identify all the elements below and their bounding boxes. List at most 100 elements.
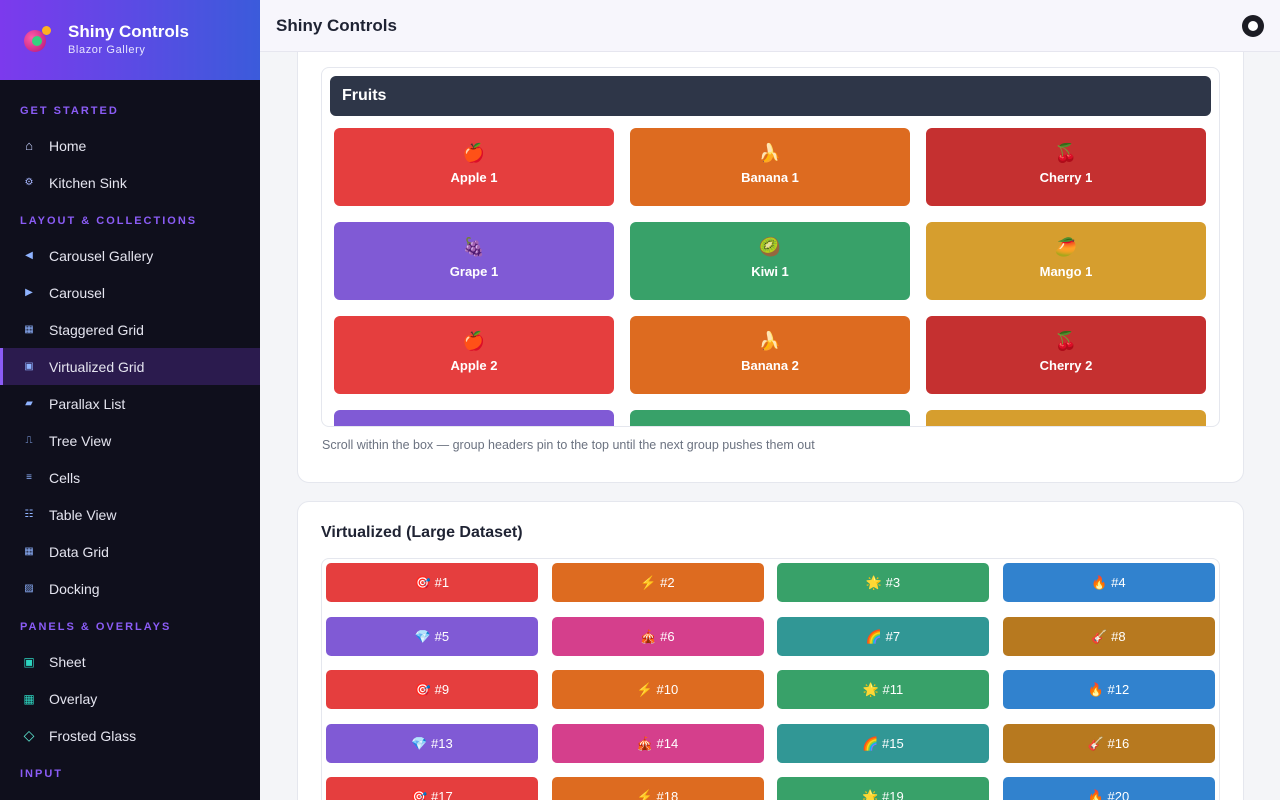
sidebar-item-data-grid[interactable]: ▦ Data Grid [0,533,260,570]
sidebar-item-carousel[interactable]: ▶ Carousel [0,274,260,311]
fruit-tile[interactable]: 🍌 Banana 2 [630,316,910,394]
fruit-emoji: 🍎 [462,331,486,351]
sidebar-item-tree-view[interactable]: ⎍ Tree View [0,422,260,459]
grid-item[interactable]: 🌟 #11 [777,670,989,709]
grid-item[interactable]: 💎 #5 [326,616,538,656]
sidebar-item-label: Carousel [49,284,106,301]
fruit-tile[interactable] [334,410,614,426]
sidebar-section-get-started: GET STARTED [20,105,119,117]
overlay-icon: ▦ [23,691,35,706]
lines-icon: ≡ [26,472,32,483]
github-icon[interactable] [1242,14,1264,37]
grid-item[interactable]: ⚡ #2 [551,563,764,602]
triangle-right-icon: ▶ [25,287,33,298]
fruit-label: Cherry 2 [1039,358,1093,373]
sidebar-section-input: INPUT [20,768,63,780]
grid-item[interactable]: 🌈 #15 [777,723,989,763]
sidebar-item-table-view[interactable]: ☷ Table View [0,496,260,533]
sidebar-item-label: Sheet [49,653,86,670]
fruit-tile[interactable]: 🍎 Apple 1 [334,128,614,206]
fruit-tile[interactable]: 🍎 Apple 2 [334,316,614,394]
fruit-label: Apple 2 [450,358,498,373]
parallelogram-icon: ▰ [25,398,33,409]
grid-item[interactable]: 🌟 #19 [777,777,989,800]
sidebar-item-home[interactable]: ⌂ Home [0,127,260,164]
sidebar-item-staggered-grid[interactable]: ▦ Staggered Grid [0,311,260,348]
sidebar-section-layout-collections: LAYOUT & COLLECTIONS [20,215,198,227]
grid-item[interactable]: 🎪 #14 [551,723,764,763]
grid-item[interactable]: 🔥 #12 [1002,670,1215,709]
sidebar-item-frosted-glass[interactable]: ◇ Frosted Glass [0,717,260,754]
grid-item[interactable]: 🔥 #4 [1002,563,1215,602]
fruit-tile[interactable] [630,410,910,426]
sidebar-item-label: Table View [49,506,117,523]
grid-item[interactable]: 🎯 #17 [326,777,538,800]
sidebar-item-label: Tree View [49,432,112,449]
home-icon: ⌂ [25,138,33,153]
fruit-tile[interactable]: 🍌 Banana 1 [630,128,910,206]
grid-item[interactable]: ⚡ #18 [551,777,764,800]
sidebar-item-virtualized-grid[interactable]: ▣ Virtualized Grid [0,348,260,385]
grid-icon: ▦ [24,324,34,335]
fruit-emoji: 🍒 [1054,143,1078,163]
fruit-label: Cherry 1 [1039,170,1093,185]
fruit-label: Banana 1 [741,170,799,185]
sidebar-item-label: Carousel Gallery [49,247,154,264]
grouped-grid-card: 🍒 Cherry 2 🍌 Banana 2 🍎 Apple 2 🥭 Mango 1 🥝 Kiwi … [297,52,1244,483]
fruit-label: Mango 1 [1039,264,1093,279]
sidebar-item-docking[interactable]: ▨ Docking [0,570,260,607]
sidebar-item-label: Cells [49,469,81,486]
sidebar-item-label: Home [49,137,87,154]
fruit-emoji: 🥭 [1054,237,1078,257]
fruit-label: Apple 1 [450,170,498,185]
sidebar-item-label: Docking [49,580,100,597]
sidebar-item-carousel-gallery[interactable]: ◀ Carousel Gallery [0,237,260,274]
fruit-label: Banana 2 [741,358,799,373]
sidebar-item-label: Data Grid [49,543,109,560]
page-title: Shiny Controls [276,15,397,35]
grid-item[interactable]: 🎪 #6 [551,616,764,656]
fruit-emoji: 🍒 [1054,331,1078,351]
fruit-tile[interactable]: 🍇 Grape 1 [334,222,614,300]
grid-item[interactable]: 🎯 #9 [326,670,538,709]
grid-item[interactable]: ⚡ #10 [551,670,764,709]
sidebar-item-label: Overlay [49,690,98,707]
gear-icon: ⚙ [24,177,34,188]
section-title: Virtualized (Large Dataset) [321,524,523,541]
grid-item[interactable]: 💎 #13 [326,723,538,763]
sidebar-item-parallax-list[interactable]: ▰ Parallax List [0,385,260,422]
grid-item[interactable]: 🎯 #1 [326,563,538,602]
brand-header[interactable]: Shiny Controls Blazor Gallery [0,0,260,80]
sidebar: Shiny Controls Blazor Gallery GET STARTE… [0,0,260,800]
fruit-tile[interactable]: 🍒 Cherry 2 [926,316,1206,394]
sidebar-item-overlay[interactable]: ▦ Overlay [0,680,260,717]
docking-icon: ▨ [24,583,34,594]
fruit-tile[interactable]: 🍒 Cherry 1 [926,128,1206,206]
fruit-emoji: 🍇 [462,237,486,257]
sidebar-item-sheet[interactable]: ▣ Sheet [0,643,260,680]
sidebar-item-label: Parallax List [49,395,126,412]
scroll-hint: Scroll within the box — group headers pi… [322,438,815,452]
sidebar-item-kitchen-sink[interactable]: ⚙ Kitchen Sink [0,164,260,201]
brand-subtitle: Blazor Gallery [68,44,146,56]
fruit-label: Kiwi 1 [751,264,789,279]
fruit-tile[interactable]: 🥝 Kiwi 1 [630,222,910,300]
table-icon: ☷ [24,509,34,520]
brand-title: Shiny Controls [68,22,189,41]
grid-item[interactable]: 🌈 #7 [777,616,989,656]
grouped-grid-scroll[interactable]: 🍒 Cherry 2 🍌 Banana 2 🍎 Apple 2 🥭 Mango 1 🥝 Kiwi … [321,67,1220,427]
fruit-tile[interactable] [926,410,1206,426]
grid-item[interactable]: 🔥 #20 [1002,777,1215,800]
sidebar-item-label: Staggered Grid [49,321,144,338]
grid-item[interactable]: 🎸 #8 [1002,616,1215,656]
sheet-icon: ▣ [23,654,35,669]
tree-icon: ⎍ [25,435,33,446]
virtualized-grid-scroll[interactable]: 🎯 #1 ⚡ #2 🌟 #3 🔥 #4 💎 #5 🎪 #6 🌈 #7 🎸 #8 🎯 #9 ⚡ #1… [321,558,1220,800]
fruit-tile[interactable]: 🥭 Mango 1 [926,222,1206,300]
grid-item[interactable]: 🎸 #16 [1002,723,1215,763]
grid-item[interactable]: 🌟 #3 [777,563,989,602]
virtualized-card: Virtualized (Large Dataset) 🎯 #1 ⚡ #2 🌟 #3… [297,501,1244,800]
triangle-left-icon: ◀ [25,250,33,261]
sidebar-item-cells[interactable]: ≡ Cells [0,459,260,496]
datagrid-icon: ▦ [24,546,34,557]
